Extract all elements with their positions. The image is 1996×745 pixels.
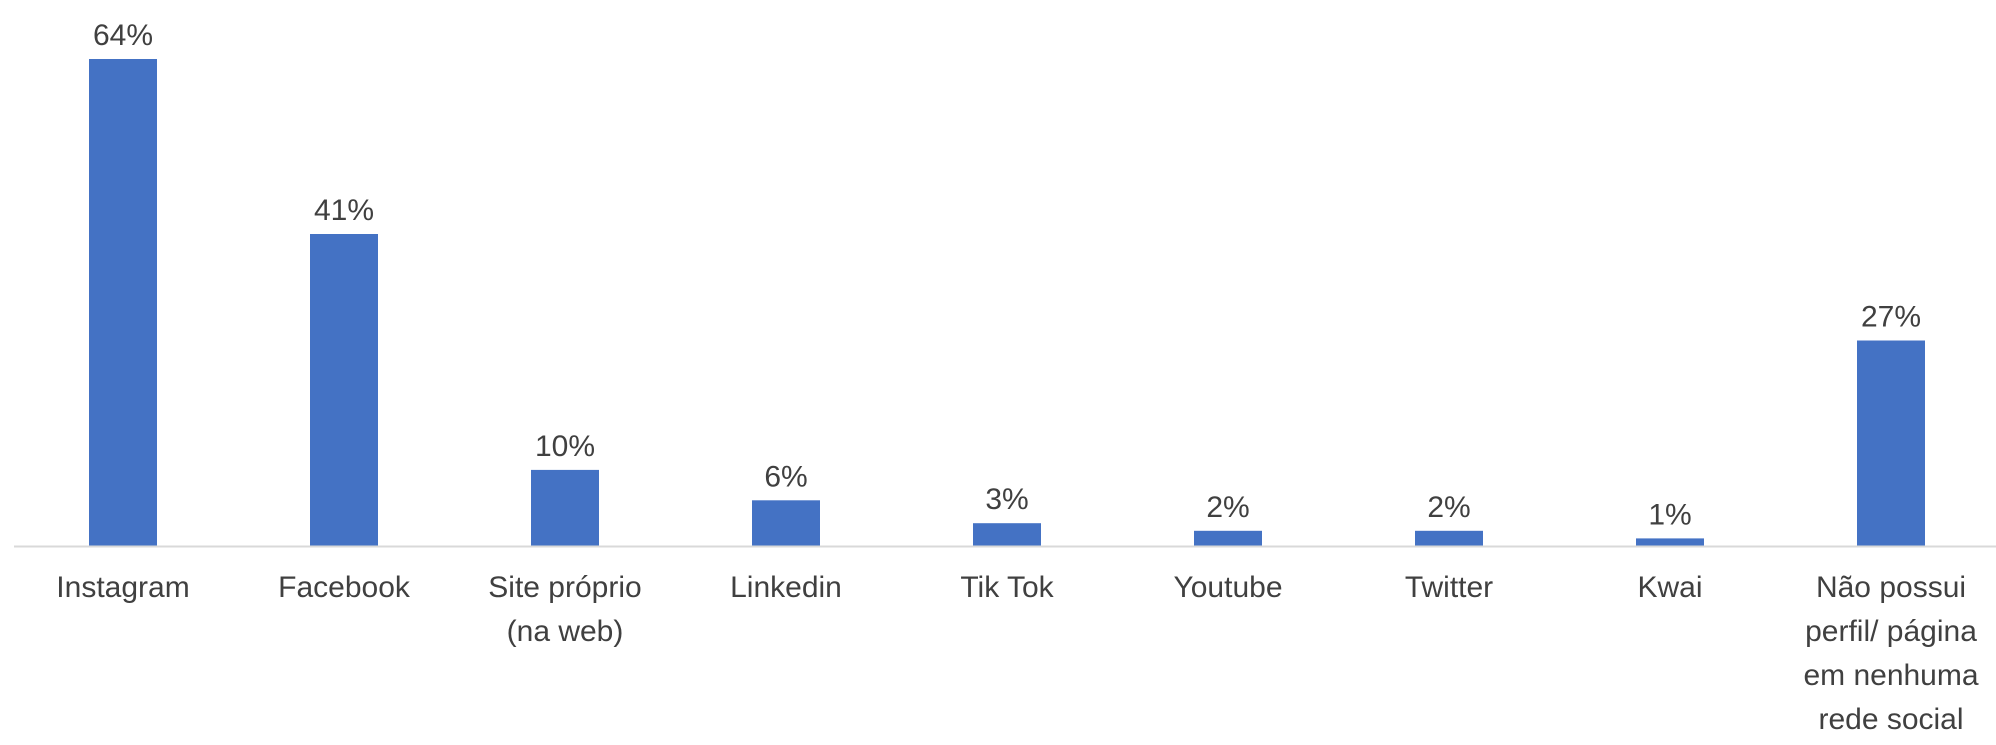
category-label: Twitter [1405, 571, 1493, 604]
bar [310, 234, 378, 546]
data-label: 2% [1206, 491, 1249, 524]
bar [1857, 340, 1925, 546]
category-label: Não possui [1816, 571, 1966, 604]
data-label: 3% [985, 483, 1028, 516]
category-label: Tik Tok [960, 571, 1054, 604]
data-label: 1% [1648, 498, 1691, 531]
category-label: Kwai [1637, 571, 1702, 604]
bar [531, 469, 599, 546]
category-label: perfil/ página [1805, 615, 1977, 648]
category-label: em nenhuma [1803, 659, 1978, 692]
category-label: (na web) [507, 615, 624, 648]
bar [1415, 530, 1483, 546]
data-label: 41% [314, 194, 374, 227]
bar [973, 523, 1041, 546]
category-label: rede social [1818, 703, 1963, 736]
data-label: 64% [93, 19, 153, 52]
category-label: Youtube [1173, 571, 1282, 604]
bar [89, 59, 157, 546]
data-label: 2% [1427, 491, 1470, 524]
bar [1194, 530, 1262, 546]
category-labels-group: Instagram Facebook Site próprio (na web) Lin… [56, 571, 1979, 736]
bar [752, 500, 820, 546]
bar [1636, 538, 1704, 546]
bars-group [89, 59, 1925, 546]
category-label: Facebook [278, 571, 411, 604]
category-label: Site próprio [488, 571, 641, 604]
data-label: 10% [535, 430, 595, 463]
data-label: 6% [764, 460, 807, 493]
data-labels-group: 64% 41% 10% 6% 3% 2% 2% 1% 27% [93, 19, 1921, 531]
category-label: Instagram [56, 571, 189, 604]
data-label: 27% [1861, 301, 1921, 334]
category-label: Linkedin [730, 571, 842, 604]
